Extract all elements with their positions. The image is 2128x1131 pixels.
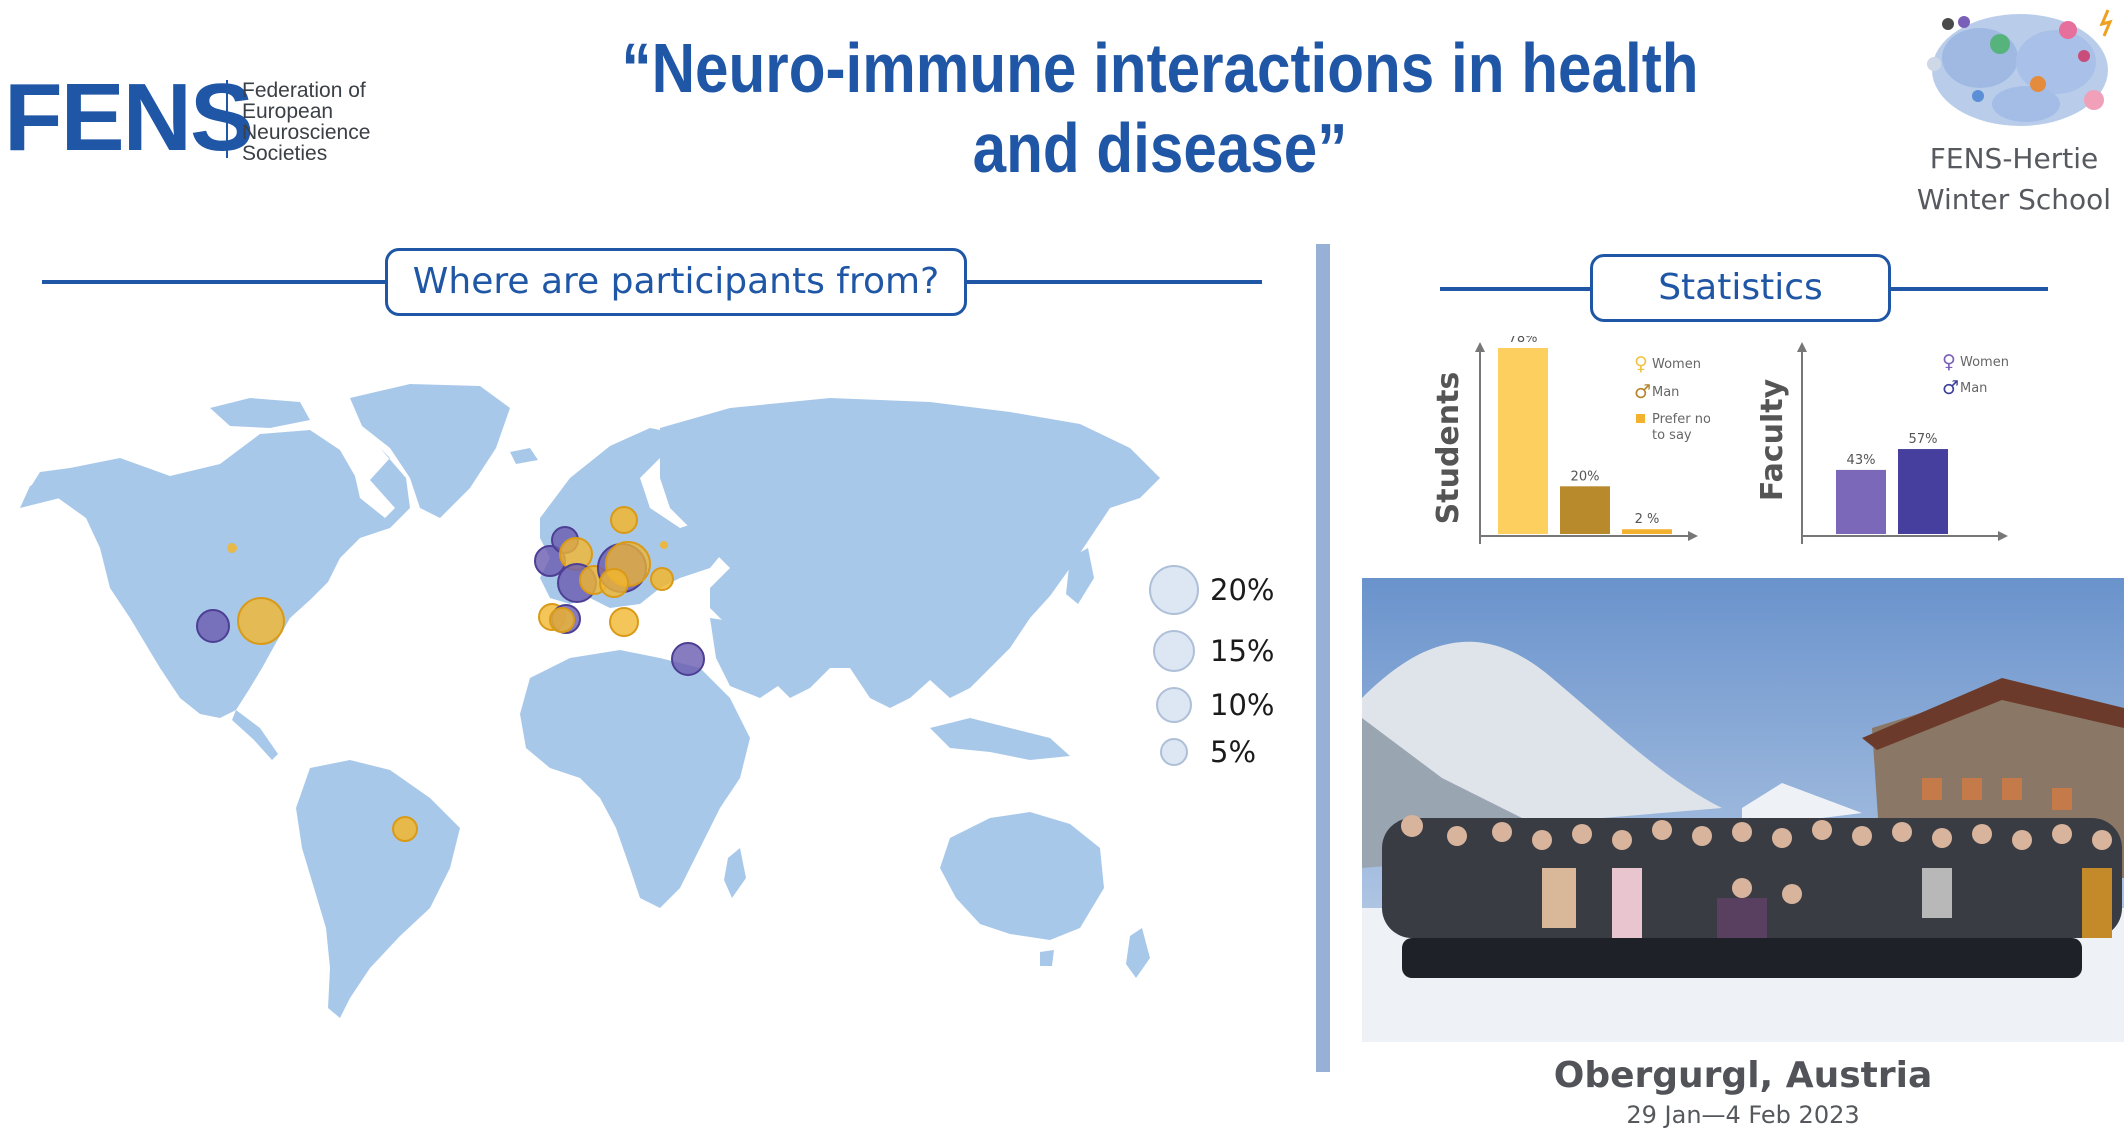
legend-label-15: 15% xyxy=(1210,634,1275,668)
header-rule xyxy=(965,280,1262,284)
students-chart: Students 78% 20% 2 % ♀ Women ♂ Man Prefer … xyxy=(1431,336,1710,544)
bar-0 xyxy=(1498,348,1548,534)
logo-divider xyxy=(226,80,228,158)
location-name: Obergurgl, Austria xyxy=(1553,1055,1933,1096)
bar-label-1: 57% xyxy=(1909,432,1938,447)
fens-full-name: Federation of European Neuroscience Soci… xyxy=(242,80,370,164)
bubble-yellow-east-us xyxy=(237,597,285,645)
legend-women: Women xyxy=(1652,357,1701,372)
faculty-ylabel: Faculty xyxy=(1760,378,1790,501)
title-line-1: “Neuro-immune interactions in health xyxy=(621,29,1699,107)
legend-label-5: 5% xyxy=(1210,735,1257,769)
page-title: “Neuro-immune interactions in health and… xyxy=(541,28,1779,188)
legend-man: Man xyxy=(1960,381,1987,396)
bubble-yellow-austria xyxy=(599,568,629,598)
participant-bubbles xyxy=(196,506,705,842)
southeast-asia-islands xyxy=(930,718,1070,760)
group-photo xyxy=(1362,578,2124,1042)
square-icon xyxy=(1636,414,1645,423)
fens-logo: FENS xyxy=(4,64,254,171)
male-symbol-icon: ♂ xyxy=(1634,381,1651,403)
south-america xyxy=(296,760,460,1018)
asia xyxy=(660,398,1160,708)
central-america xyxy=(232,710,278,760)
students-ylabel: Students xyxy=(1431,372,1466,525)
iceland xyxy=(510,448,538,464)
canadian-arctic xyxy=(210,398,310,428)
bubble-yellow-poland xyxy=(650,567,674,591)
madagascar xyxy=(724,848,746,898)
japan xyxy=(1066,548,1094,604)
winter-school-name: FENS-Hertie Winter School xyxy=(1900,138,2128,220)
bubble-yellow-north-us xyxy=(227,543,237,553)
north-america xyxy=(30,430,410,718)
bubble-yellow-baltic xyxy=(660,541,668,549)
fens-name-line: Neuroscience xyxy=(242,121,371,144)
title-line-2: and disease” xyxy=(972,109,1348,187)
header-rule xyxy=(42,280,387,284)
alaska-islands xyxy=(20,468,70,508)
legend-bubble-20 xyxy=(1149,565,1199,615)
bubble-yellow-italy xyxy=(609,607,639,637)
bar-label-0: 78% xyxy=(1509,336,1538,346)
australia xyxy=(940,812,1104,940)
land-masses xyxy=(20,384,1160,1018)
header-rule xyxy=(1890,287,2048,291)
bubble-yellow-portugal xyxy=(549,607,575,633)
legend-bubble-5 xyxy=(1160,738,1188,766)
male-symbol-icon: ♂ xyxy=(1942,377,1959,399)
bubble-purple-west-us xyxy=(196,609,230,643)
world-map xyxy=(20,384,1199,1018)
bubble-yellow-scandinavia xyxy=(610,506,638,534)
brain-illustration-logo xyxy=(1927,9,2113,126)
legend-label-20: 20% xyxy=(1210,573,1275,607)
bar-2 xyxy=(1622,529,1672,534)
fens-name-line: Societies xyxy=(242,142,328,165)
tasmania xyxy=(1040,950,1054,966)
bar-label-0: 43% xyxy=(1847,453,1876,468)
map-section-header: Where are participants from? xyxy=(385,248,967,316)
bar-0 xyxy=(1836,469,1886,534)
faculty-chart: Faculty 43% 57% ♀ Women ♂ Man xyxy=(1760,342,2009,544)
bar-label-1: 20% xyxy=(1571,469,1600,484)
legend-bubble-10 xyxy=(1156,687,1192,723)
school-name-line-2: Winter School xyxy=(1916,183,2112,216)
new-zealand xyxy=(1126,928,1150,978)
female-symbol-icon: ♀ xyxy=(1942,351,1956,373)
statistics-header: Statistics xyxy=(1590,254,1891,322)
bar-label-2: 2 % xyxy=(1635,512,1660,527)
africa xyxy=(520,650,750,908)
school-name-line-1: FENS-Hertie xyxy=(1929,142,2099,175)
bubble-size-legend xyxy=(1149,565,1199,766)
header-rule xyxy=(1440,287,1592,291)
legend-label-10: 10% xyxy=(1210,688,1275,722)
legend-man: Man xyxy=(1652,385,1679,400)
section-divider xyxy=(1316,244,1330,1072)
bar-1 xyxy=(1560,486,1610,534)
fens-name-line: European xyxy=(242,100,334,123)
legend-women: Women xyxy=(1960,355,2009,370)
female-symbol-icon: ♀ xyxy=(1634,353,1648,375)
arabian-peninsula xyxy=(710,618,790,698)
legend-bubble-15 xyxy=(1153,630,1195,672)
bubble-yellow-brazil xyxy=(392,816,418,842)
bubble-purple-israel xyxy=(671,642,705,676)
bar-1 xyxy=(1898,449,1948,534)
fens-name-line: Federation of xyxy=(242,79,366,102)
greenland xyxy=(350,384,510,518)
event-dates: 29 Jan—4 Feb 2023 xyxy=(1626,1101,1860,1129)
legend-prefer-not: Prefer not to say xyxy=(1652,412,1710,443)
